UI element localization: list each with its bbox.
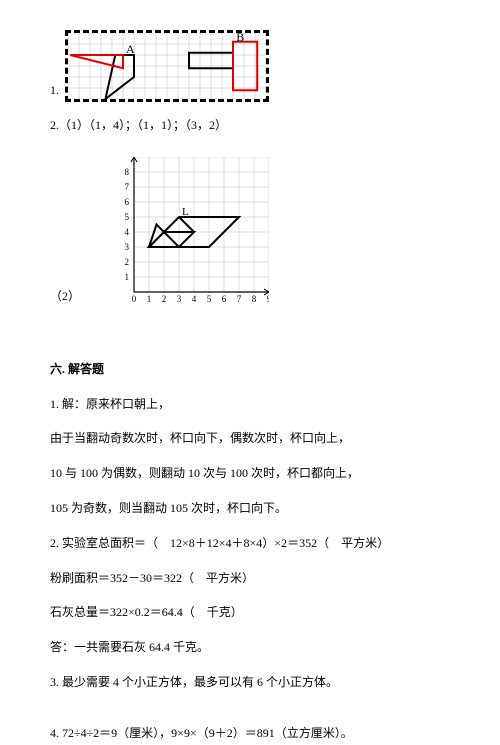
svg-text:7: 7 xyxy=(237,294,242,304)
figure-1-number: 1. xyxy=(50,79,59,102)
svg-text:1: 1 xyxy=(125,272,130,282)
q3-line: 3. 最少需要 4 个小正方体，最多可以有 6 个小正方体。 xyxy=(50,671,450,694)
figure-2-label: （2） xyxy=(50,285,80,308)
svg-text:L: L xyxy=(182,206,189,218)
svg-text:1: 1 xyxy=(147,294,152,304)
figure-1-row: 1. AB xyxy=(50,30,450,102)
figure-1-chart: AB xyxy=(65,30,269,102)
svg-text:4: 4 xyxy=(125,227,130,237)
q1-line3: 10 与 100 为偶数，则翻动 10 次与 100 次时，杯口都向上， xyxy=(50,462,450,485)
svg-text:8: 8 xyxy=(125,167,130,177)
svg-text:8: 8 xyxy=(252,294,257,304)
svg-text:6: 6 xyxy=(125,197,130,207)
figure-2-row: （2） 012345678912345678L xyxy=(50,157,450,308)
q2-line1: 2. 实验室总面积＝（ 12×8＋12×4＋8×4）×2＝352（ 平方米） xyxy=(50,532,450,555)
svg-text:7: 7 xyxy=(125,182,130,192)
section-6-title: 六. 解答题 xyxy=(50,358,450,381)
q1-line2: 由于当翻动奇数次时，杯口向下，偶数次时，杯口向上， xyxy=(50,427,450,450)
svg-text:B: B xyxy=(236,33,244,44)
svg-text:3: 3 xyxy=(177,294,182,304)
figure-2-chart: 012345678912345678L xyxy=(118,157,269,308)
svg-text:0: 0 xyxy=(132,294,137,304)
svg-text:6: 6 xyxy=(222,294,227,304)
q1-line4: 105 为奇数，则当翻动 105 次时，杯口向下。 xyxy=(50,497,450,520)
svg-text:2: 2 xyxy=(162,294,167,304)
q2-line3: 石灰总量＝322×0.2＝64.4（ 千克） xyxy=(50,601,450,624)
svg-text:2: 2 xyxy=(125,257,130,267)
svg-text:A: A xyxy=(126,42,135,56)
q2-line2: 粉刷面积＝352－30＝322（ 平方米） xyxy=(50,567,450,590)
svg-text:4: 4 xyxy=(192,294,197,304)
svg-text:9: 9 xyxy=(267,294,269,304)
coords-line: 2.（1）（1，4）；（1，1）；（3，2） xyxy=(50,114,450,137)
svg-text:5: 5 xyxy=(125,212,130,222)
q2-line4: 答：一共需要石灰 64.4 千克。 xyxy=(50,636,450,659)
q4-line: 4. 72÷4÷2＝9（厘米），9×9×（9＋2）＝891（立方厘米）。 xyxy=(50,722,450,745)
q1-line1: 1. 解：原来杯口朝上， xyxy=(50,393,450,416)
svg-text:3: 3 xyxy=(125,242,130,252)
svg-text:5: 5 xyxy=(207,294,212,304)
